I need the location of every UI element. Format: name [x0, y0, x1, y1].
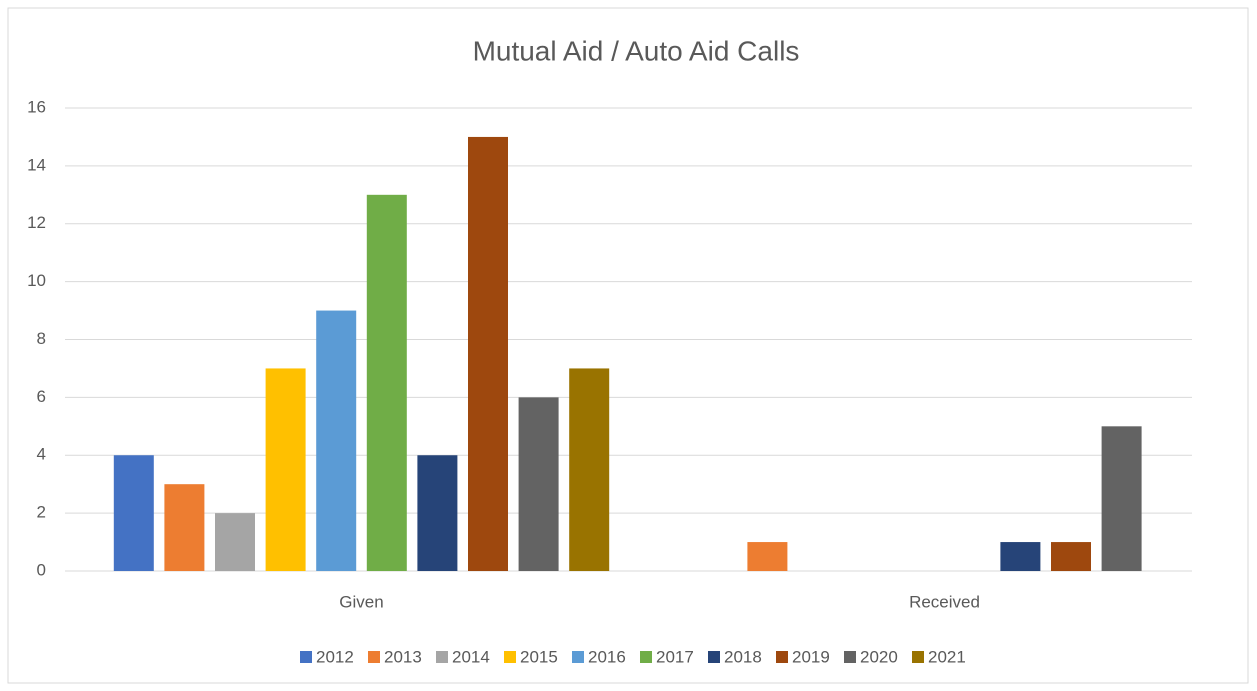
chart-border	[7, 7, 1249, 684]
legend-swatch	[300, 651, 312, 663]
y-tick-label: 10	[27, 271, 46, 290]
legend-swatch	[640, 651, 652, 663]
bar	[113, 455, 154, 571]
bar	[215, 513, 255, 571]
bar	[1000, 542, 1041, 571]
y-tick-label: 4	[37, 445, 46, 464]
legend-label: 2018	[724, 647, 762, 666]
legend-swatch	[368, 651, 380, 663]
legend-swatch	[708, 651, 720, 663]
legend-label: 2017	[656, 647, 694, 666]
legend-swatch	[436, 651, 448, 663]
legend-swatch	[504, 651, 516, 663]
bar	[265, 368, 306, 571]
legend-swatch	[912, 651, 924, 663]
y-tick-label: 16	[27, 97, 46, 116]
legend-swatch	[844, 651, 856, 663]
bar	[569, 368, 610, 571]
y-tick-label: 0	[37, 560, 46, 579]
y-tick-label: 14	[27, 155, 46, 174]
bar	[747, 542, 788, 571]
bar	[417, 455, 458, 571]
chart-title: Mutual Aid / Auto Aid Calls	[473, 35, 800, 66]
legend-label: 2013	[384, 647, 422, 666]
legend-label: 2019	[792, 647, 830, 666]
bar	[468, 136, 508, 571]
bar	[1051, 542, 1091, 571]
y-tick-label: 12	[27, 213, 46, 232]
legend-label: 2014	[452, 647, 490, 666]
legend-swatch	[572, 651, 584, 663]
legend-swatch	[776, 651, 788, 663]
legend-label: 2012	[316, 647, 354, 666]
x-tick-label: Given	[339, 592, 383, 611]
bar	[366, 194, 407, 571]
bar	[1101, 426, 1142, 571]
legend-label: 2016	[588, 647, 626, 666]
bar	[164, 484, 205, 571]
legend-label: 2020	[860, 647, 898, 666]
y-tick-label: 2	[37, 503, 46, 522]
legend-label: 2015	[520, 647, 558, 666]
legend-label: 2021	[928, 647, 966, 666]
bar	[518, 397, 559, 571]
bar	[316, 310, 357, 571]
y-tick-label: 8	[37, 329, 46, 348]
y-tick-label: 6	[37, 387, 46, 406]
x-tick-label: Received	[909, 592, 980, 611]
